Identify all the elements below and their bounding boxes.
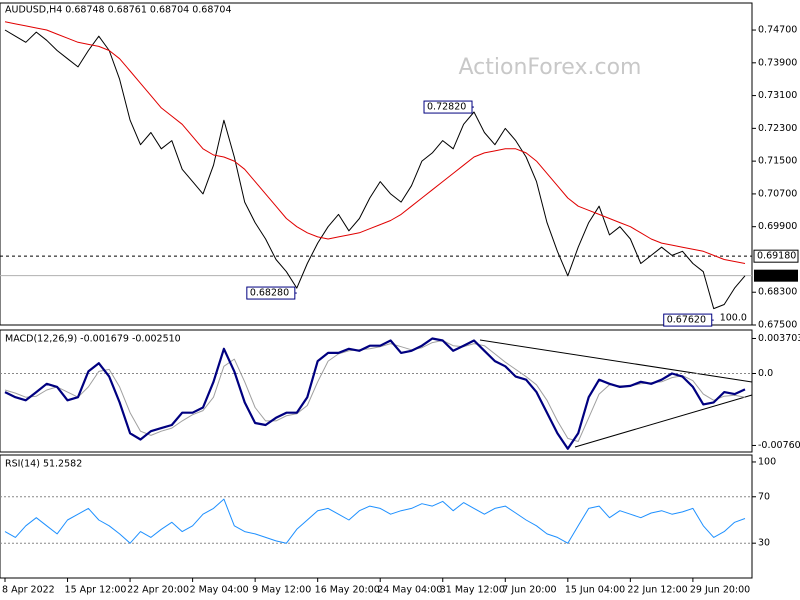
- y-tick-label: 0.003703: [758, 333, 800, 344]
- y-tick-label: 0.69900: [758, 221, 797, 232]
- annotation-box: [663, 313, 713, 327]
- annotation-label: 0.72820: [427, 102, 466, 113]
- y-tick-label: 30: [758, 538, 770, 549]
- y-tick-label: 0.70700: [758, 188, 797, 199]
- x-tick-label: 2 May 04:00: [190, 585, 249, 596]
- annotation-box: [246, 286, 296, 300]
- level-label: 0.69180: [757, 251, 796, 262]
- series-line: [4, 337, 746, 450]
- level-label-box: [753, 249, 799, 263]
- y-tick-label: 100: [758, 456, 776, 467]
- trendline: [574, 394, 753, 448]
- y-tick-label: -0.007608: [758, 440, 800, 451]
- panel-frame: [0, 454, 753, 579]
- fib-label: 100.0: [720, 313, 747, 324]
- x-tick-label: 15 Apr 12:00: [65, 585, 127, 596]
- series-line: [4, 498, 746, 544]
- x-tick-label: 29 Jun 20:00: [690, 585, 750, 596]
- price-title: AUDUSD,H4 0.68748 0.68761 0.68704 0.6870…: [5, 5, 232, 16]
- y-tick-label: 0.68300: [758, 287, 797, 298]
- annotation-label: 0.67620: [667, 315, 706, 326]
- y-tick-label: 0.73900: [758, 57, 797, 68]
- annotation-box: [423, 100, 473, 114]
- x-tick-label: 7 Jun 20:00: [502, 585, 556, 596]
- series-line: [4, 21, 746, 264]
- watermark: ActionForex.com: [459, 55, 642, 80]
- trendline: [479, 339, 753, 383]
- panel-frame: [0, 2, 753, 326]
- y-tick-label: 0.72300: [758, 123, 797, 134]
- last-price-box: [754, 269, 798, 282]
- x-tick-label: 22 Jun 12:00: [627, 585, 687, 596]
- annotation-label: 0.68280: [250, 288, 289, 299]
- y-tick-label: 0.67500: [758, 320, 797, 331]
- y-tick-label: 0.71500: [758, 156, 797, 167]
- x-tick-label: 22 Apr 20:00: [127, 585, 189, 596]
- y-tick-label: 0.73100: [758, 90, 797, 101]
- panel-frame: [0, 329, 753, 453]
- y-tick-label: 70: [758, 491, 770, 502]
- last-price-label: 0.68704: [757, 270, 796, 281]
- rsi-title: RSI(14) 51.2582: [5, 459, 82, 470]
- x-tick-label: 24 May 04:00: [377, 585, 442, 596]
- x-tick-label: 16 May 20:00: [315, 585, 380, 596]
- x-tick-label: 8 Apr 2022: [2, 585, 55, 596]
- x-tick-label: 15 Jun 04:00: [565, 585, 625, 596]
- series-line: [4, 29, 746, 310]
- y-tick-label: 0.0: [758, 368, 773, 379]
- y-tick-label: 0.74700: [758, 25, 797, 36]
- x-tick-label: 9 May 12:00: [252, 585, 311, 596]
- macd-title: MACD(12,26,9) -0.001679 -0.002510: [5, 334, 181, 345]
- x-tick-label: 31 May 12:00: [440, 585, 505, 596]
